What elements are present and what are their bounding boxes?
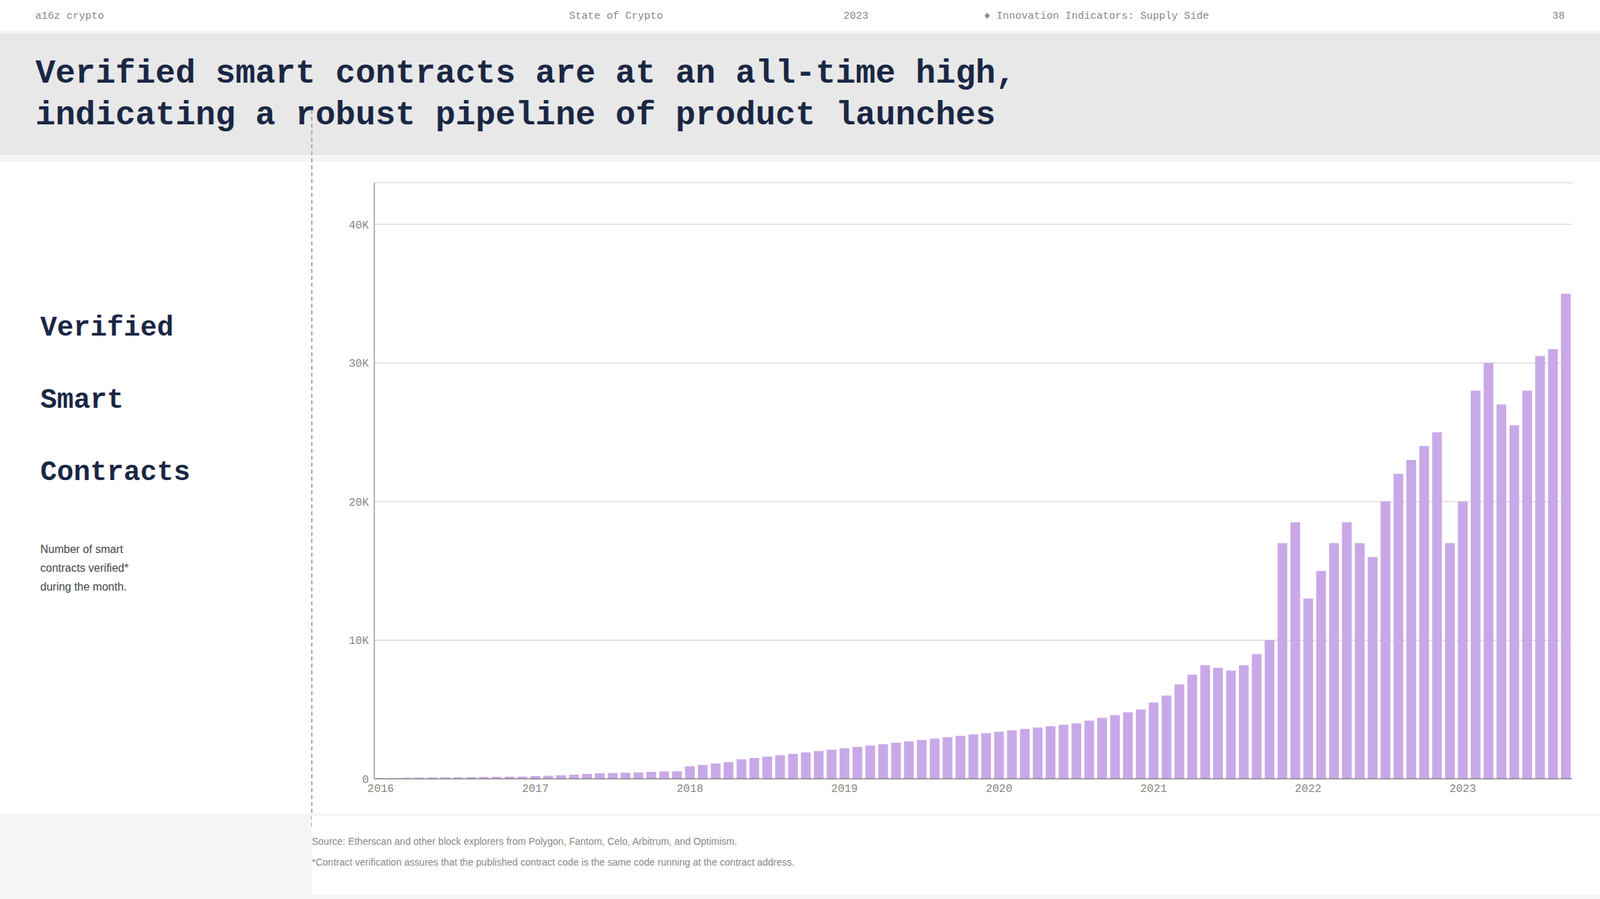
html-text:Number of smart contracts veri: Number of smart contracts verified* duri… [40, 543, 129, 593]
svg-text:2021: 2021 [1140, 782, 1167, 796]
html-text:indicating a robust pipeline o: indicating a robust pipeline of product … [35, 96, 996, 134]
svg-text:30K: 30K [348, 357, 369, 371]
html-text:State of Crypto: State of Crypto [569, 9, 663, 22]
html-text:2023: 2023 [843, 9, 869, 22]
svg-text:2017: 2017 [522, 782, 549, 796]
html-text:*Contract verification assures: *Contract verification assures that the … [311, 856, 795, 868]
svg-text:20K: 20K [348, 496, 369, 510]
svg-text:40K: 40K [348, 219, 369, 232]
html-text:♦ Innovation Indicators: Suppl: ♦ Innovation Indicators: Supply Side [984, 9, 1210, 22]
svg-text:2018: 2018 [676, 782, 703, 796]
html-text:a16z crypto: a16z crypto [35, 9, 104, 22]
svg-text:2022: 2022 [1295, 782, 1322, 796]
svg-text:2016: 2016 [367, 782, 394, 796]
html-text:38: 38 [1552, 9, 1565, 22]
html-text:Source: Etherscan and other bl: Source: Etherscan and other block explor… [311, 835, 738, 847]
html-text:Verified Smart Contracts: Verified Smart Contracts [40, 312, 191, 489]
svg-text:2019: 2019 [831, 782, 858, 796]
html-text:Verified smart contracts are a: Verified smart contracts are at an all-t… [35, 54, 1016, 93]
svg-text:2023: 2023 [1449, 782, 1476, 796]
svg-text:0: 0 [361, 773, 369, 787]
svg-text:10K: 10K [348, 634, 369, 648]
svg-text:2020: 2020 [985, 782, 1012, 796]
